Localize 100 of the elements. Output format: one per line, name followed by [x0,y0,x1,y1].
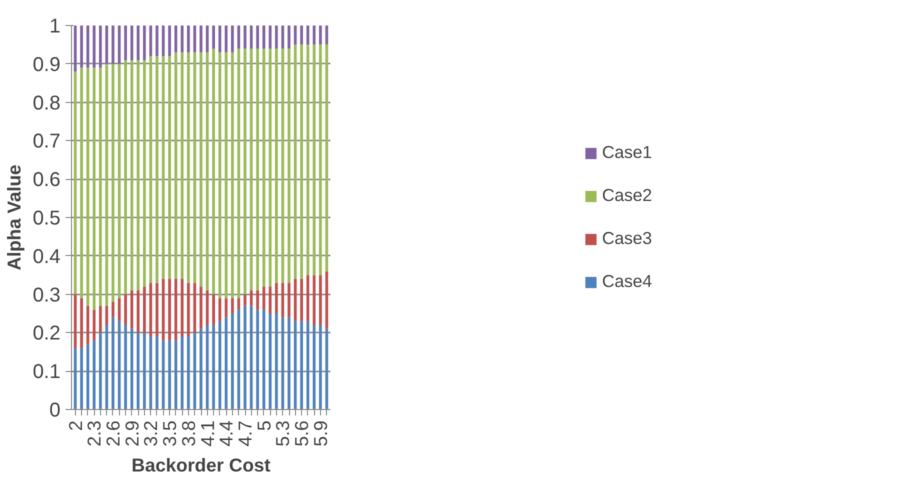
bar [112,317,114,410]
bar [143,26,146,60]
y-tick-label: 0 [49,400,60,422]
bar [275,48,278,283]
x-tick-label: 4.7 [234,420,256,446]
bar [212,325,215,410]
bar [319,26,322,45]
bar [312,275,316,326]
x-tick-label: 2.9 [121,420,142,446]
y-axis-title: Alpha Value [4,164,25,270]
bar [256,26,259,49]
bar [180,336,184,410]
bar [288,317,290,410]
bar [156,336,158,410]
bar [256,310,259,410]
bar [143,286,146,333]
legend-label: Case2 [602,185,652,206]
bar [268,26,272,49]
bar [130,60,134,290]
x-tick-label: 5 [253,420,274,431]
y-tick-label: 0.2 [32,322,61,345]
bar [174,340,178,410]
bar [218,321,222,410]
bar [136,332,140,410]
x-tick-label: 3.2 [140,420,162,446]
bar [275,26,278,49]
bar [174,278,178,340]
bar [262,286,266,310]
bar [136,26,140,60]
bar [187,26,190,52]
bar [319,325,322,410]
bar [86,68,90,306]
bar [143,60,146,287]
y-tick-label: 0.5 [32,208,61,230]
bar [300,26,303,45]
bar [231,314,234,410]
x-tick-label: 5.3 [272,420,294,446]
bar [124,294,127,326]
bar [306,26,310,45]
bar [168,26,171,56]
y-tick-label: 0.7 [32,130,61,153]
bar [212,26,215,49]
bar [306,275,310,322]
bar [156,282,158,337]
bar [168,340,171,410]
bar [218,26,222,52]
y-tick-label: 0.6 [32,169,61,192]
x-tick-label: 4.1 [196,420,218,446]
bar [288,26,290,49]
y-tick-label: 0.3 [32,284,61,306]
bar [224,298,228,318]
bar [168,56,171,279]
bar [306,321,310,410]
bar [168,278,171,340]
bar [262,48,266,287]
bar [92,26,96,68]
bar [124,60,127,294]
bar [80,298,83,348]
bar [224,317,228,410]
x-tick-label: 2.6 [102,420,124,446]
bar [275,282,278,314]
y-tick-label: 1 [49,16,60,38]
bar [174,52,178,279]
x-tick-label: 3.8 [178,420,199,446]
bar [130,290,134,329]
bar [244,26,246,49]
bar [86,344,90,410]
bar [275,314,278,410]
x-tick-label: 2 [64,420,86,431]
bar [319,275,322,326]
bar [200,286,202,329]
bar [262,310,266,410]
x-tick-label: 5.6 [291,420,312,446]
bar [212,294,215,326]
bar [187,52,190,283]
bar [218,52,222,298]
bar [112,302,114,318]
bar [306,44,310,276]
bar [200,26,202,52]
bar [86,306,90,344]
x-tick-label: 4.4 [216,420,237,446]
bar [124,325,127,410]
bar [136,60,140,290]
bar [224,26,228,52]
y-tick-label: 0.8 [32,92,61,114]
bar [231,298,234,314]
bar [262,26,266,49]
bar [99,26,102,68]
bar [187,336,190,410]
bar [300,321,303,410]
bar [99,68,102,306]
x-axis-title: Backorder Cost [132,454,270,476]
bar [312,44,316,276]
bar [112,64,114,302]
bar [256,48,259,290]
bar [99,332,102,410]
bar [80,68,83,298]
bar [312,325,316,410]
bar [92,340,96,410]
bar [180,278,184,337]
